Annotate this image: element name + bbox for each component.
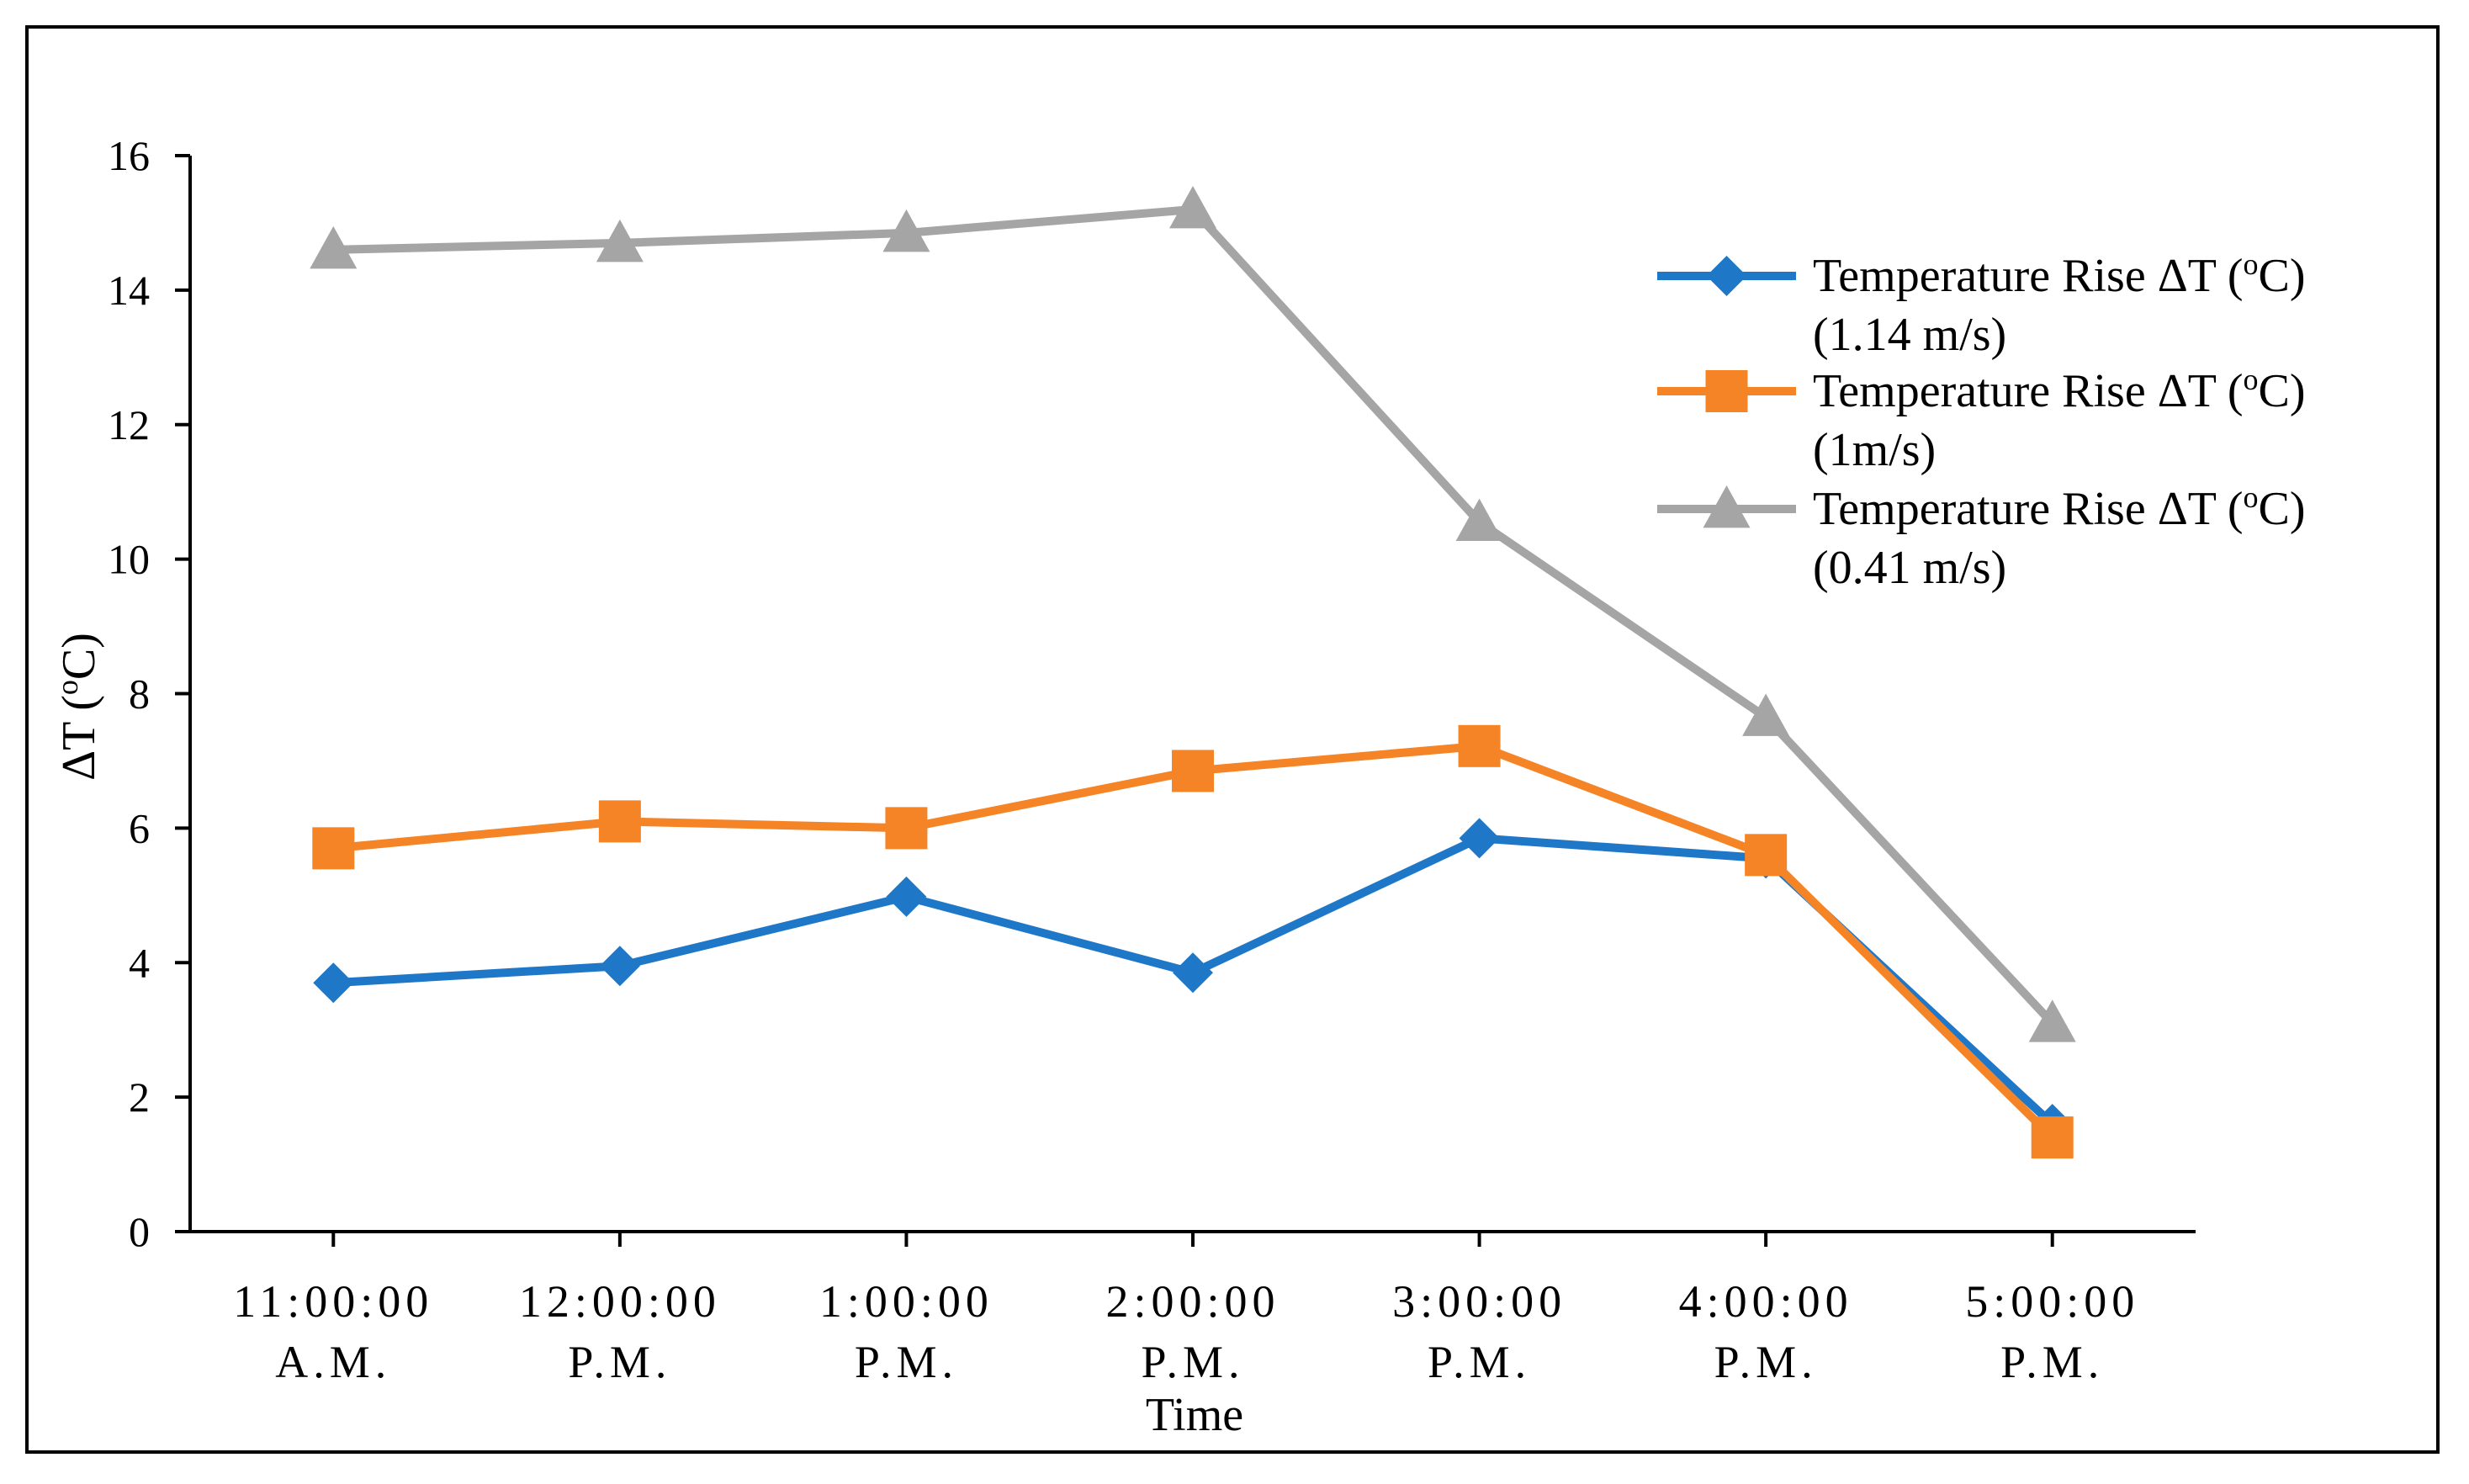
x-tick-label: 1:00:00 — [819, 1276, 993, 1327]
data-point — [1169, 185, 1216, 229]
x-tick-label-period: P.M. — [855, 1337, 958, 1387]
x-tick-label-period: P.M. — [2000, 1337, 2104, 1387]
legend-marker — [1705, 370, 1748, 412]
data-point — [598, 800, 641, 843]
x-tick-label-period: P.M. — [1428, 1337, 1531, 1387]
legend-label-speed: (0.41 m/s) — [1813, 542, 2006, 594]
y-tick-label: 14 — [108, 267, 150, 314]
y-tick-label: 2 — [129, 1073, 150, 1121]
data-point — [1745, 834, 1788, 877]
x-tick-label: 11:00:00 — [233, 1276, 433, 1327]
x-tick-label-period: P.M. — [1714, 1337, 1818, 1387]
legend-label-speed: (1.14 m/s) — [1813, 309, 2006, 361]
data-point — [313, 962, 354, 1004]
data-point — [2028, 999, 2076, 1042]
data-point — [310, 225, 358, 269]
y-tick-label: 8 — [129, 670, 150, 718]
x-tick-label: 3:00:00 — [1392, 1276, 1566, 1327]
data-point — [1172, 750, 1214, 792]
data-point — [885, 807, 928, 850]
chart-frame — [25, 25, 2440, 1454]
data-point — [312, 827, 355, 870]
data-point — [882, 209, 930, 252]
legend-marker — [1703, 485, 1751, 528]
x-tick-label-period: A.M. — [275, 1337, 391, 1387]
x-tick-label-period: P.M. — [568, 1337, 671, 1387]
data-point — [1173, 952, 1213, 994]
data-point — [886, 876, 927, 917]
series-line — [333, 204, 2056, 1026]
x-tick-label: 2:00:00 — [1105, 1276, 1280, 1327]
y-tick-label: 6 — [129, 804, 150, 851]
y-tick-label: 10 — [108, 536, 150, 583]
data-point — [1455, 498, 1503, 542]
data-point — [1742, 693, 1790, 736]
x-tick-label-period: P.M. — [1141, 1337, 1244, 1387]
y-axis-title: ΔT (oC) — [50, 633, 105, 781]
y-tick-label: 0 — [129, 1208, 150, 1255]
data-point — [1459, 818, 1500, 859]
x-tick-label: 12:00:00 — [519, 1276, 721, 1327]
data-point — [599, 946, 640, 987]
x-tick-label: 4:00:00 — [1679, 1276, 1853, 1327]
y-tick-label: 16 — [108, 132, 150, 179]
legend-label: Temperature Rise ΔT (oC) — [1813, 480, 2306, 535]
legend-label: Temperature Rise ΔT (oC) — [1813, 247, 2306, 302]
legend-label: Temperature Rise ΔT (oC) — [1813, 363, 2306, 417]
x-tick-label: 5:00:00 — [1965, 1276, 2139, 1327]
data-point — [2031, 1116, 2074, 1159]
x-axis-title: Time — [1146, 1389, 1243, 1441]
legend-marker — [1706, 256, 1747, 296]
legend-label-speed: (1m/s) — [1813, 424, 1936, 476]
data-point — [596, 219, 644, 262]
y-tick-label: 12 — [108, 401, 150, 448]
y-tick-label: 4 — [129, 939, 150, 986]
data-point — [1458, 724, 1501, 767]
series-line — [332, 741, 2056, 1141]
